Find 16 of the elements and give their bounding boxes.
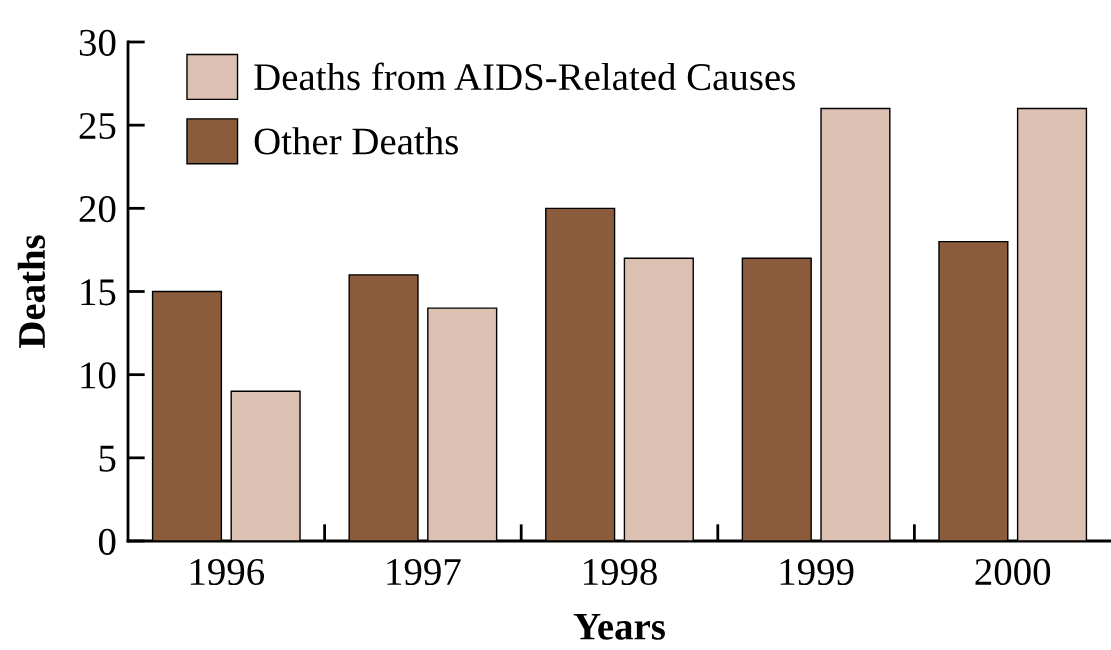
x-tick-label: 1998 (584, 558, 657, 586)
y-tick-label: 0 (98, 528, 116, 555)
y-tick-label: 20 (79, 195, 116, 223)
y-tick-label: 25 (79, 112, 116, 140)
x-tick-label: 1999 (780, 558, 854, 586)
y-tick-label: 30 (79, 29, 116, 56)
y-tick-label: 5 (99, 445, 116, 472)
legend-label: Deaths from AIDS-Related Causes (254, 62, 795, 91)
y-axis-title: Deaths (17, 235, 46, 349)
x-tick-label: 1997 (387, 558, 461, 586)
y-tick-label: 15 (81, 279, 116, 306)
legend-label: Other Deaths (254, 127, 458, 155)
x-axis-title: Years (573, 613, 665, 640)
x-tick-label: 1996 (190, 558, 265, 586)
y-tick-label: 10 (81, 362, 116, 389)
x-tick-label: 2000 (975, 558, 1051, 586)
